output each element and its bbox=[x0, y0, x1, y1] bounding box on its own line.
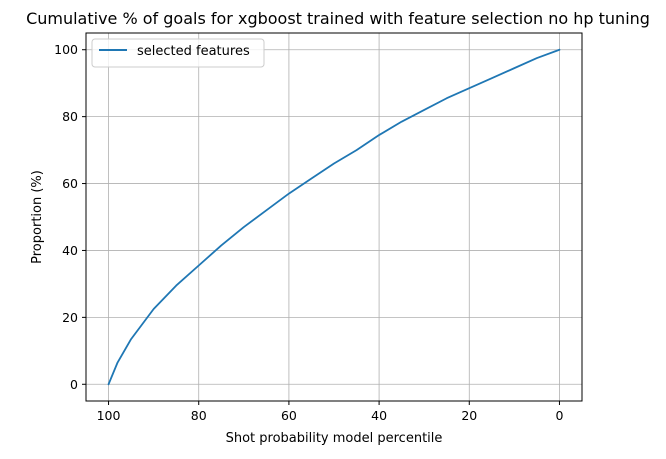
legend-label: selected features bbox=[137, 44, 250, 59]
y-axis-label: Proportion (%) bbox=[30, 170, 45, 264]
x-tick-label: 60 bbox=[281, 408, 297, 423]
legend: selected features bbox=[91, 38, 265, 68]
y-tick-label: 80 bbox=[62, 109, 78, 124]
series-layer bbox=[107, 48, 561, 386]
y-tick-label: 0 bbox=[70, 377, 78, 392]
x-axis-label: Shot probability model percentile bbox=[226, 431, 443, 446]
y-tick-label: 100 bbox=[54, 42, 78, 57]
plot-frame bbox=[85, 32, 583, 402]
series-line bbox=[107, 48, 561, 386]
y-tick-label: 40 bbox=[62, 243, 78, 258]
x-tick-label: 0 bbox=[555, 408, 563, 423]
y-tick-label: 20 bbox=[62, 310, 78, 325]
grid bbox=[86, 33, 582, 401]
y-axis: 0 20 40 60 80 100 bbox=[54, 42, 86, 392]
x-tick-label: 100 bbox=[97, 408, 121, 423]
y-tick-label: 60 bbox=[62, 176, 78, 191]
x-tick-label: 40 bbox=[371, 408, 387, 423]
x-tick-label: 80 bbox=[191, 408, 207, 423]
chart-title: Cumulative % of goals for xgboost traine… bbox=[26, 9, 650, 28]
x-axis: 100 80 60 40 20 0 bbox=[97, 401, 563, 423]
x-tick-label: 20 bbox=[461, 408, 477, 423]
legend-box bbox=[91, 38, 265, 68]
